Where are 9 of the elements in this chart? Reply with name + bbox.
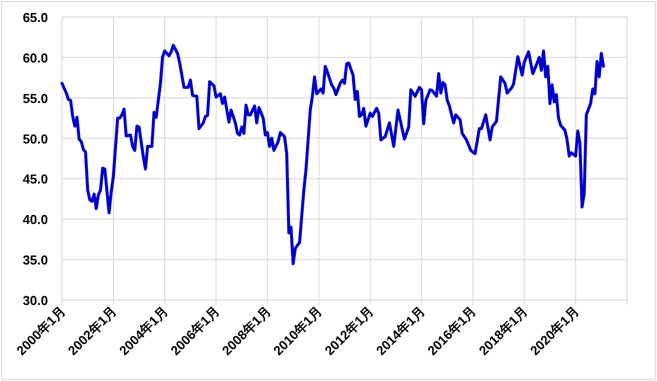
y-tick-label: 30.0 [22, 293, 48, 308]
y-tick-label: 35.0 [22, 252, 48, 268]
y-tick-label: 60.0 [22, 50, 48, 66]
line-series [60, 44, 605, 266]
y-tick-label: 65.0 [22, 10, 48, 25]
y-tick-label: 50.0 [22, 131, 48, 146]
y-tick-label: 45.0 [22, 172, 48, 187]
y-tick-label: 40.0 [22, 212, 48, 228]
y-tick-label: 55.0 [22, 90, 48, 106]
